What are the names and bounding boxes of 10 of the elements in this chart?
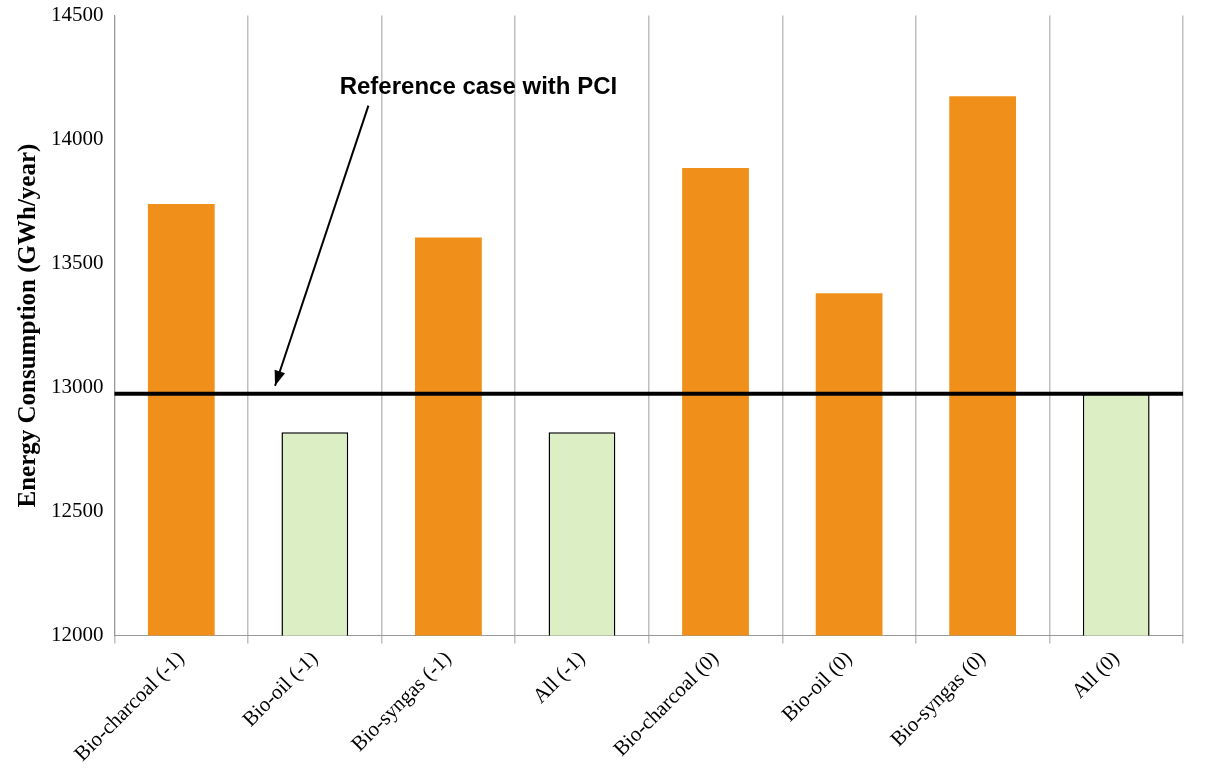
y-tick-label: 13000 (51, 374, 104, 399)
y-tick-label: 14000 (51, 126, 104, 151)
x-tick-label: All (-1) (527, 645, 590, 708)
y-axis-title: Energy Consumption (GWh/year) (13, 143, 42, 508)
y-tick-label: 14500 (51, 2, 104, 27)
y-tick-label: 12000 (51, 622, 104, 647)
y-tick-label: 13500 (51, 250, 104, 275)
y-tick-label: 12500 (51, 498, 104, 523)
x-tick-label: All (0) (1066, 645, 1124, 703)
ref-line-label: Reference case with PCI (339, 72, 618, 100)
